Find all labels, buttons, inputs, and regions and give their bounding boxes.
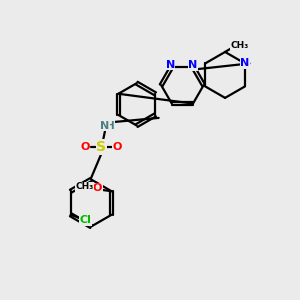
Text: S: S xyxy=(96,140,106,154)
Text: N: N xyxy=(188,60,198,70)
Text: N: N xyxy=(166,59,175,70)
Text: O: O xyxy=(113,142,122,152)
Text: O: O xyxy=(93,183,102,193)
Text: CH₃: CH₃ xyxy=(231,41,249,50)
Text: Cl: Cl xyxy=(80,215,92,225)
Text: O: O xyxy=(80,142,90,152)
Text: N: N xyxy=(240,58,250,68)
Text: N: N xyxy=(100,121,109,131)
Text: H: H xyxy=(106,121,115,131)
Text: CH₃: CH₃ xyxy=(75,182,93,191)
